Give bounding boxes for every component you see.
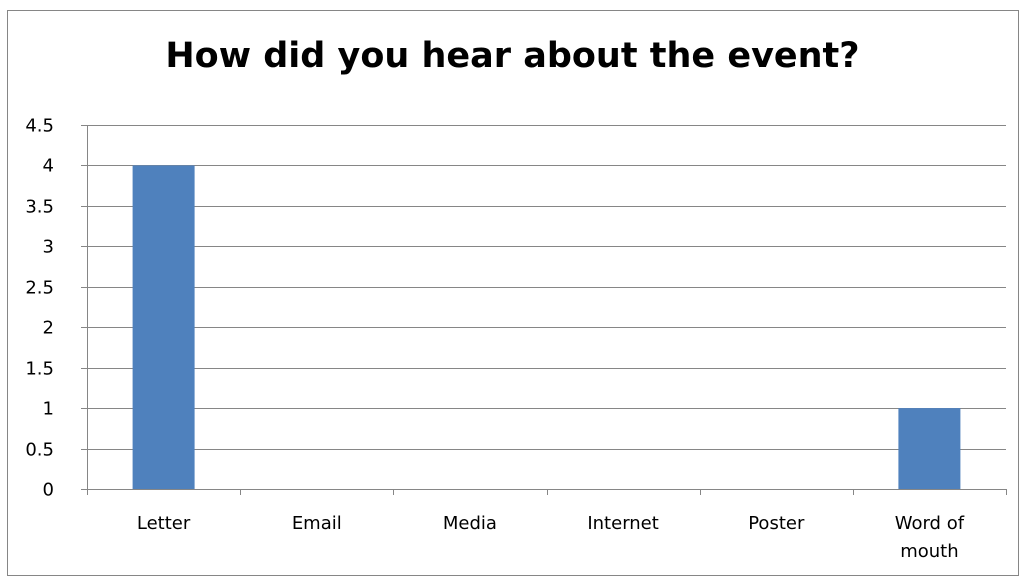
x-tick-label: Word of mouth xyxy=(895,513,965,562)
x-tick-label: Letter xyxy=(137,513,191,534)
x-tick-label: Media xyxy=(443,513,497,534)
x-tick-label: Email xyxy=(292,513,342,534)
bar-word-of-mouth xyxy=(898,408,961,489)
y-tick-label: 0.5 xyxy=(25,440,54,461)
y-tick-labels: 0 0.5 1 1.5 2 2.5 3 3.5 4 4.5 xyxy=(25,116,54,501)
y-tick-label: 0 xyxy=(43,480,54,501)
axes xyxy=(81,125,1007,495)
chart-title: How did you hear about the event? xyxy=(165,36,860,76)
bars xyxy=(132,165,961,489)
x-tick-label: Poster xyxy=(748,513,805,534)
gridlines xyxy=(87,125,1006,450)
y-tick-label: 2 xyxy=(43,318,54,339)
bar-letter xyxy=(132,165,195,489)
y-tick-label: 1.5 xyxy=(25,359,54,380)
y-tick-label: 2.5 xyxy=(25,278,54,299)
y-tick-label: 3 xyxy=(43,237,54,258)
y-tick-label: 1 xyxy=(43,399,54,420)
x-tick-labels: Letter Email Media Internet Poster Word of mou… xyxy=(137,513,965,562)
y-tick-label: 4.5 xyxy=(25,116,54,137)
x-tick-label: Internet xyxy=(587,513,658,534)
y-tick-label: 3.5 xyxy=(25,197,54,218)
y-tick-label: 4 xyxy=(43,156,54,177)
